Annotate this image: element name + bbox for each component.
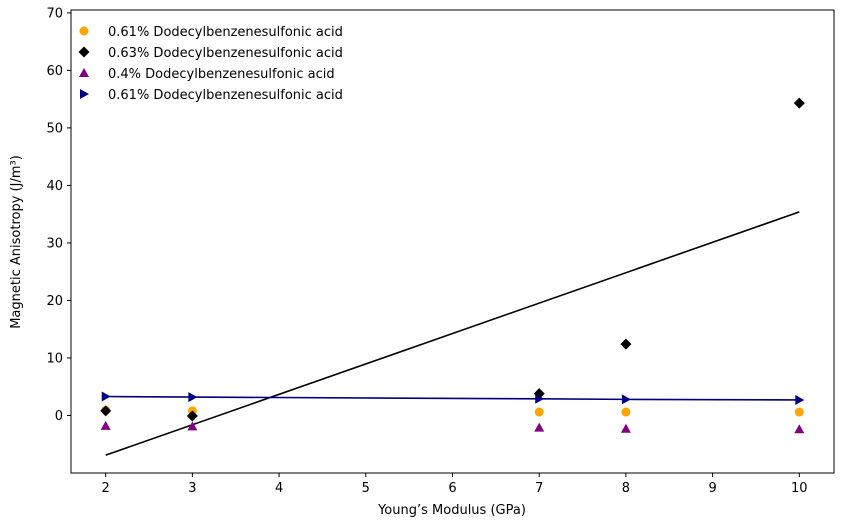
legend-marker	[80, 89, 89, 99]
y-tick-label: 50	[46, 121, 63, 136]
data-point	[100, 420, 111, 430]
y-tick-label: 30	[46, 236, 63, 251]
data-point	[534, 407, 544, 417]
legend-marker	[78, 46, 90, 58]
x-tick-label: 8	[622, 481, 630, 496]
legend-item: 0.61% Dodecylbenzenesulfonic acid	[80, 88, 343, 103]
y-tick-label: 70	[46, 6, 63, 21]
data-point	[620, 423, 631, 433]
data-point	[794, 424, 805, 434]
data-point	[535, 393, 545, 404]
data-point	[100, 405, 112, 417]
data-point	[794, 407, 804, 417]
x-tick-label: 3	[188, 481, 196, 496]
plot-area	[71, 10, 834, 473]
x-tick-label: 10	[791, 481, 808, 496]
legend: 0.61% Dodecylbenzenesulfonic acid 0.63% D…	[78, 25, 343, 103]
y-tick-label: 10	[46, 351, 63, 366]
y-tick-label: 20	[46, 294, 63, 309]
x-tick-label: 6	[448, 481, 456, 496]
x-tick-label: 2	[102, 481, 110, 496]
y-axis-label: Magnetic Anisotropy (J/m³)	[9, 155, 24, 329]
y-axis-ticks: 0 10 20 30 40 50 60 70	[46, 6, 71, 424]
legend-label: 0.4% Dodecylbenzenesulfonic acid	[108, 67, 335, 82]
data-point	[187, 421, 198, 431]
series-4	[101, 391, 805, 405]
legend-marker	[79, 26, 89, 36]
y-tick-label: 40	[46, 179, 63, 194]
x-tick-label: 5	[362, 481, 370, 496]
legend-item: 0.4% Dodecylbenzenesulfonic acid	[79, 67, 335, 82]
data-point	[793, 97, 805, 109]
x-tick-label: 9	[708, 481, 716, 496]
legend-marker	[79, 68, 89, 77]
x-tick-label: 7	[535, 481, 543, 496]
y-tick-label: 60	[46, 64, 63, 79]
legend-label: 0.61% Dodecylbenzenesulfonic acid	[108, 25, 343, 40]
data-point	[101, 391, 111, 402]
x-tick-label: 4	[275, 481, 283, 496]
trend-line-1	[105, 211, 800, 456]
data-point	[621, 394, 631, 405]
data-point	[795, 394, 805, 405]
legend-item: 0.63% Dodecylbenzenesulfonic acid	[78, 46, 343, 61]
series-3	[100, 420, 805, 434]
x-axis-ticks: 2 3 4 5 6 7 8 9 10	[102, 473, 808, 496]
legend-label: 0.63% Dodecylbenzenesulfonic acid	[108, 46, 343, 61]
legend-item: 0.61% Dodecylbenzenesulfonic acid	[79, 25, 343, 40]
data-point	[186, 410, 198, 422]
chart-marks	[100, 97, 805, 456]
legend-label: 0.61% Dodecylbenzenesulfonic acid	[108, 88, 343, 103]
data-point	[620, 338, 632, 350]
data-point	[188, 392, 198, 403]
data-point	[534, 422, 545, 432]
y-tick-label: 0	[55, 409, 63, 424]
series-2	[100, 97, 805, 422]
data-point	[621, 407, 631, 417]
x-axis-label: Young’s Modulus (GPa)	[377, 503, 526, 518]
